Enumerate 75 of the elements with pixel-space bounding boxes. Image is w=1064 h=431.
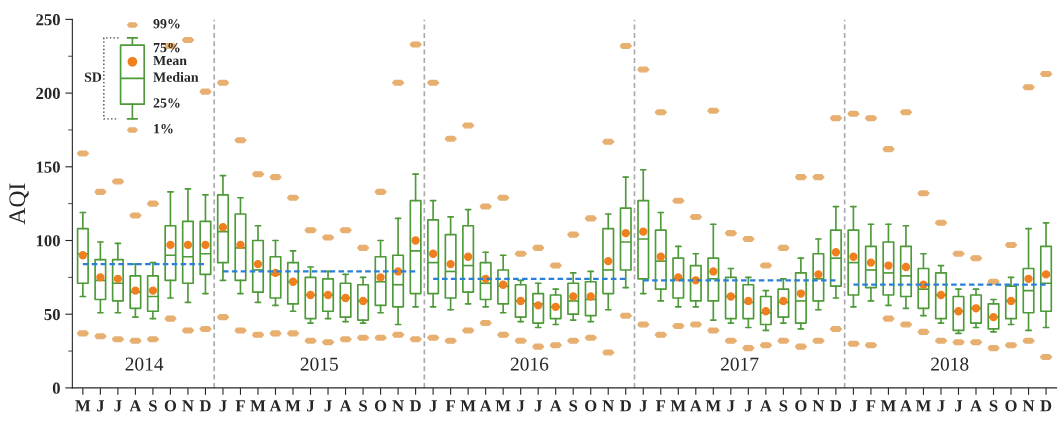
y-tick-label: 250 [36,14,60,26]
x-tick-label: J [219,400,227,412]
x-tick-label: A [479,400,492,412]
x-tick-label: M [250,400,266,412]
x-tick-label: J [639,400,647,412]
x-tick-label: N [392,400,404,412]
x-tick-label: M [460,400,476,412]
x-tick-label: D [830,400,842,412]
x-tick-label: S [359,400,367,412]
x-tick-label: S [569,400,578,412]
annotation: 2015 [300,357,338,371]
x-tick-label: M [75,400,91,412]
x-tick-label: M [670,400,686,412]
x-tick-label: A [900,400,912,412]
x-tick-label: F [866,400,876,412]
x-tick-label: J [744,400,753,412]
y-tick-label: 200 [36,87,60,100]
x-tick-label: D [199,400,211,412]
x-tick-label: J [114,400,122,412]
y-tick-label: 150 [36,161,60,173]
annotation: 1% [154,124,173,134]
x-tick-label: M [495,400,511,412]
x-tick-label: J [324,400,332,412]
x-tick-label: N [1022,400,1035,412]
x-tick-label: D [620,400,631,412]
x-tick-label: M [915,400,931,412]
x-tick-label: D [409,400,421,412]
y-tick-label: 100 [36,235,60,247]
x-tick-label: J [534,400,542,412]
annotation: 2014 [125,357,164,371]
x-tick-label: S [989,400,998,412]
x-tick-label: J [307,400,315,412]
x-tick-label: J [727,400,735,412]
x-tick-label: N [812,400,825,412]
x-tick-label: J [937,400,945,412]
x-tick-label: A [549,400,562,412]
x-tick-label: O [164,400,177,412]
annotation: 75% [153,42,180,53]
annotation: 2017 [720,357,759,371]
x-tick-label: F [445,400,455,412]
x-tick-label: S [149,400,157,412]
annotation: SD [84,72,102,82]
x-tick-label: A [759,400,772,412]
x-tick-label: O [585,400,597,412]
annotation: Median [153,72,199,82]
x-tick-label: O [374,400,387,412]
x-tick-label: A [689,400,702,412]
x-tick-label: N [182,400,194,412]
x-tick-label: M [285,400,301,412]
x-tick-label: N [602,400,615,412]
annotation: Mean [153,56,187,66]
x-tick-label: M [705,400,721,412]
x-tick-label: J [429,400,437,412]
x-tick-label: J [96,400,105,412]
annotation: 25% [153,98,180,108]
y-tick-label: 50 [44,308,60,321]
x-tick-label: A [970,400,982,412]
x-tick-label: F [655,400,666,412]
x-tick-label: S [779,400,788,412]
annotation: 2018 [931,357,969,371]
y-axis-title: AQI [9,183,29,225]
x-tick-label: J [955,400,963,412]
x-tick-label: O [795,400,807,412]
annotation: 99% [153,19,180,29]
x-tick-label: D [1040,400,1052,412]
x-tick-label: A [129,400,142,412]
x-tick-label: O [1005,400,1017,412]
x-tick-label: F [235,400,245,412]
x-tick-label: M [880,400,896,412]
x-tick-label: A [339,400,352,412]
x-tick-label: J [517,400,525,412]
x-tick-label: J [849,400,858,412]
annotation: 2016 [510,357,549,371]
y-tick-label: 0 [52,382,60,394]
x-tick-label: A [269,400,282,412]
